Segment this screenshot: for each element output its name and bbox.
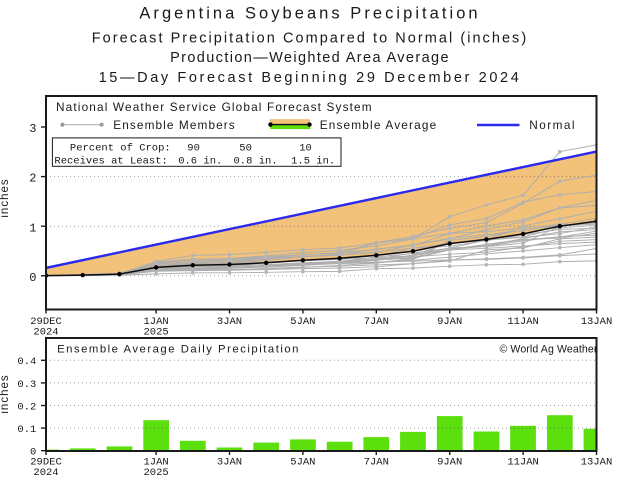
svg-text:0: 0 bbox=[29, 271, 36, 285]
svg-text:3JAN: 3JAN bbox=[217, 316, 242, 328]
svg-text:National Weather Service Globa: National Weather Service Global Forecast… bbox=[56, 100, 373, 114]
svg-text:0.1: 0.1 bbox=[17, 424, 36, 436]
svg-text:13JAN: 13JAN bbox=[581, 457, 613, 469]
svg-text:0.8 in.: 0.8 in. bbox=[234, 156, 278, 168]
svg-text:11JAN: 11JAN bbox=[507, 457, 539, 469]
svg-text:2025: 2025 bbox=[143, 327, 168, 339]
svg-text:5JAN: 5JAN bbox=[290, 316, 315, 328]
svg-text:90: 90 bbox=[187, 142, 200, 154]
svg-text:0.4: 0.4 bbox=[17, 356, 36, 368]
svg-text:10: 10 bbox=[299, 142, 312, 154]
svg-text:0.6 in.: 0.6 in. bbox=[178, 156, 222, 168]
svg-text:13JAN: 13JAN bbox=[581, 316, 613, 328]
svg-text:Percent of Crop:: Percent of Crop: bbox=[70, 142, 171, 154]
svg-text:1JAN: 1JAN bbox=[143, 457, 168, 469]
svg-text:9JAN: 9JAN bbox=[437, 316, 462, 328]
svg-text:29DEC: 29DEC bbox=[30, 316, 62, 328]
svg-text:0.2: 0.2 bbox=[17, 401, 36, 413]
svg-text:7JAN: 7JAN bbox=[364, 457, 389, 469]
svg-text:15—Day Forecast Beginning 29 D: 15—Day Forecast Beginning 29 December 20… bbox=[99, 70, 522, 86]
svg-text:Argentina Soybeans Precipitati: Argentina Soybeans Precipitation bbox=[139, 5, 480, 23]
svg-text:1: 1 bbox=[29, 221, 36, 235]
svg-text:Forecast Precipitation Compare: Forecast Precipitation Compared to Norma… bbox=[92, 30, 528, 46]
svg-text:Receives at Least:: Receives at Least: bbox=[54, 156, 167, 168]
svg-text:0: 0 bbox=[30, 447, 36, 459]
svg-text:Production—Weighted Area Avera: Production—Weighted Area Average bbox=[170, 50, 450, 66]
svg-text:Ensemble Average Daily Precipi: Ensemble Average Daily Precipitation bbox=[57, 344, 300, 356]
svg-text:0.3: 0.3 bbox=[17, 379, 36, 391]
svg-text:Ensemble Members: Ensemble Members bbox=[113, 118, 236, 132]
svg-text:7JAN: 7JAN bbox=[364, 316, 389, 328]
svg-text:2024: 2024 bbox=[33, 327, 58, 339]
svg-text:1.5 in.: 1.5 in. bbox=[291, 156, 335, 168]
svg-text:29DEC: 29DEC bbox=[30, 457, 62, 469]
svg-text:Ensemble Average: Ensemble Average bbox=[320, 118, 438, 132]
svg-text:3JAN: 3JAN bbox=[217, 457, 242, 469]
svg-text:2025: 2025 bbox=[143, 467, 168, 479]
svg-text:Normal: Normal bbox=[529, 118, 576, 132]
svg-text:9JAN: 9JAN bbox=[437, 457, 462, 469]
svg-text:1JAN: 1JAN bbox=[143, 316, 168, 328]
svg-text:3: 3 bbox=[29, 122, 36, 136]
svg-text:2024: 2024 bbox=[33, 467, 58, 479]
svg-text:5JAN: 5JAN bbox=[290, 457, 315, 469]
svg-text:11JAN: 11JAN bbox=[507, 316, 539, 328]
svg-text:50: 50 bbox=[239, 142, 252, 154]
svg-text:© World Ag Weather: © World Ag Weather bbox=[500, 344, 598, 356]
svg-text:inches: inches bbox=[0, 178, 11, 217]
svg-text:inches: inches bbox=[0, 374, 11, 413]
svg-text:2: 2 bbox=[29, 172, 36, 186]
